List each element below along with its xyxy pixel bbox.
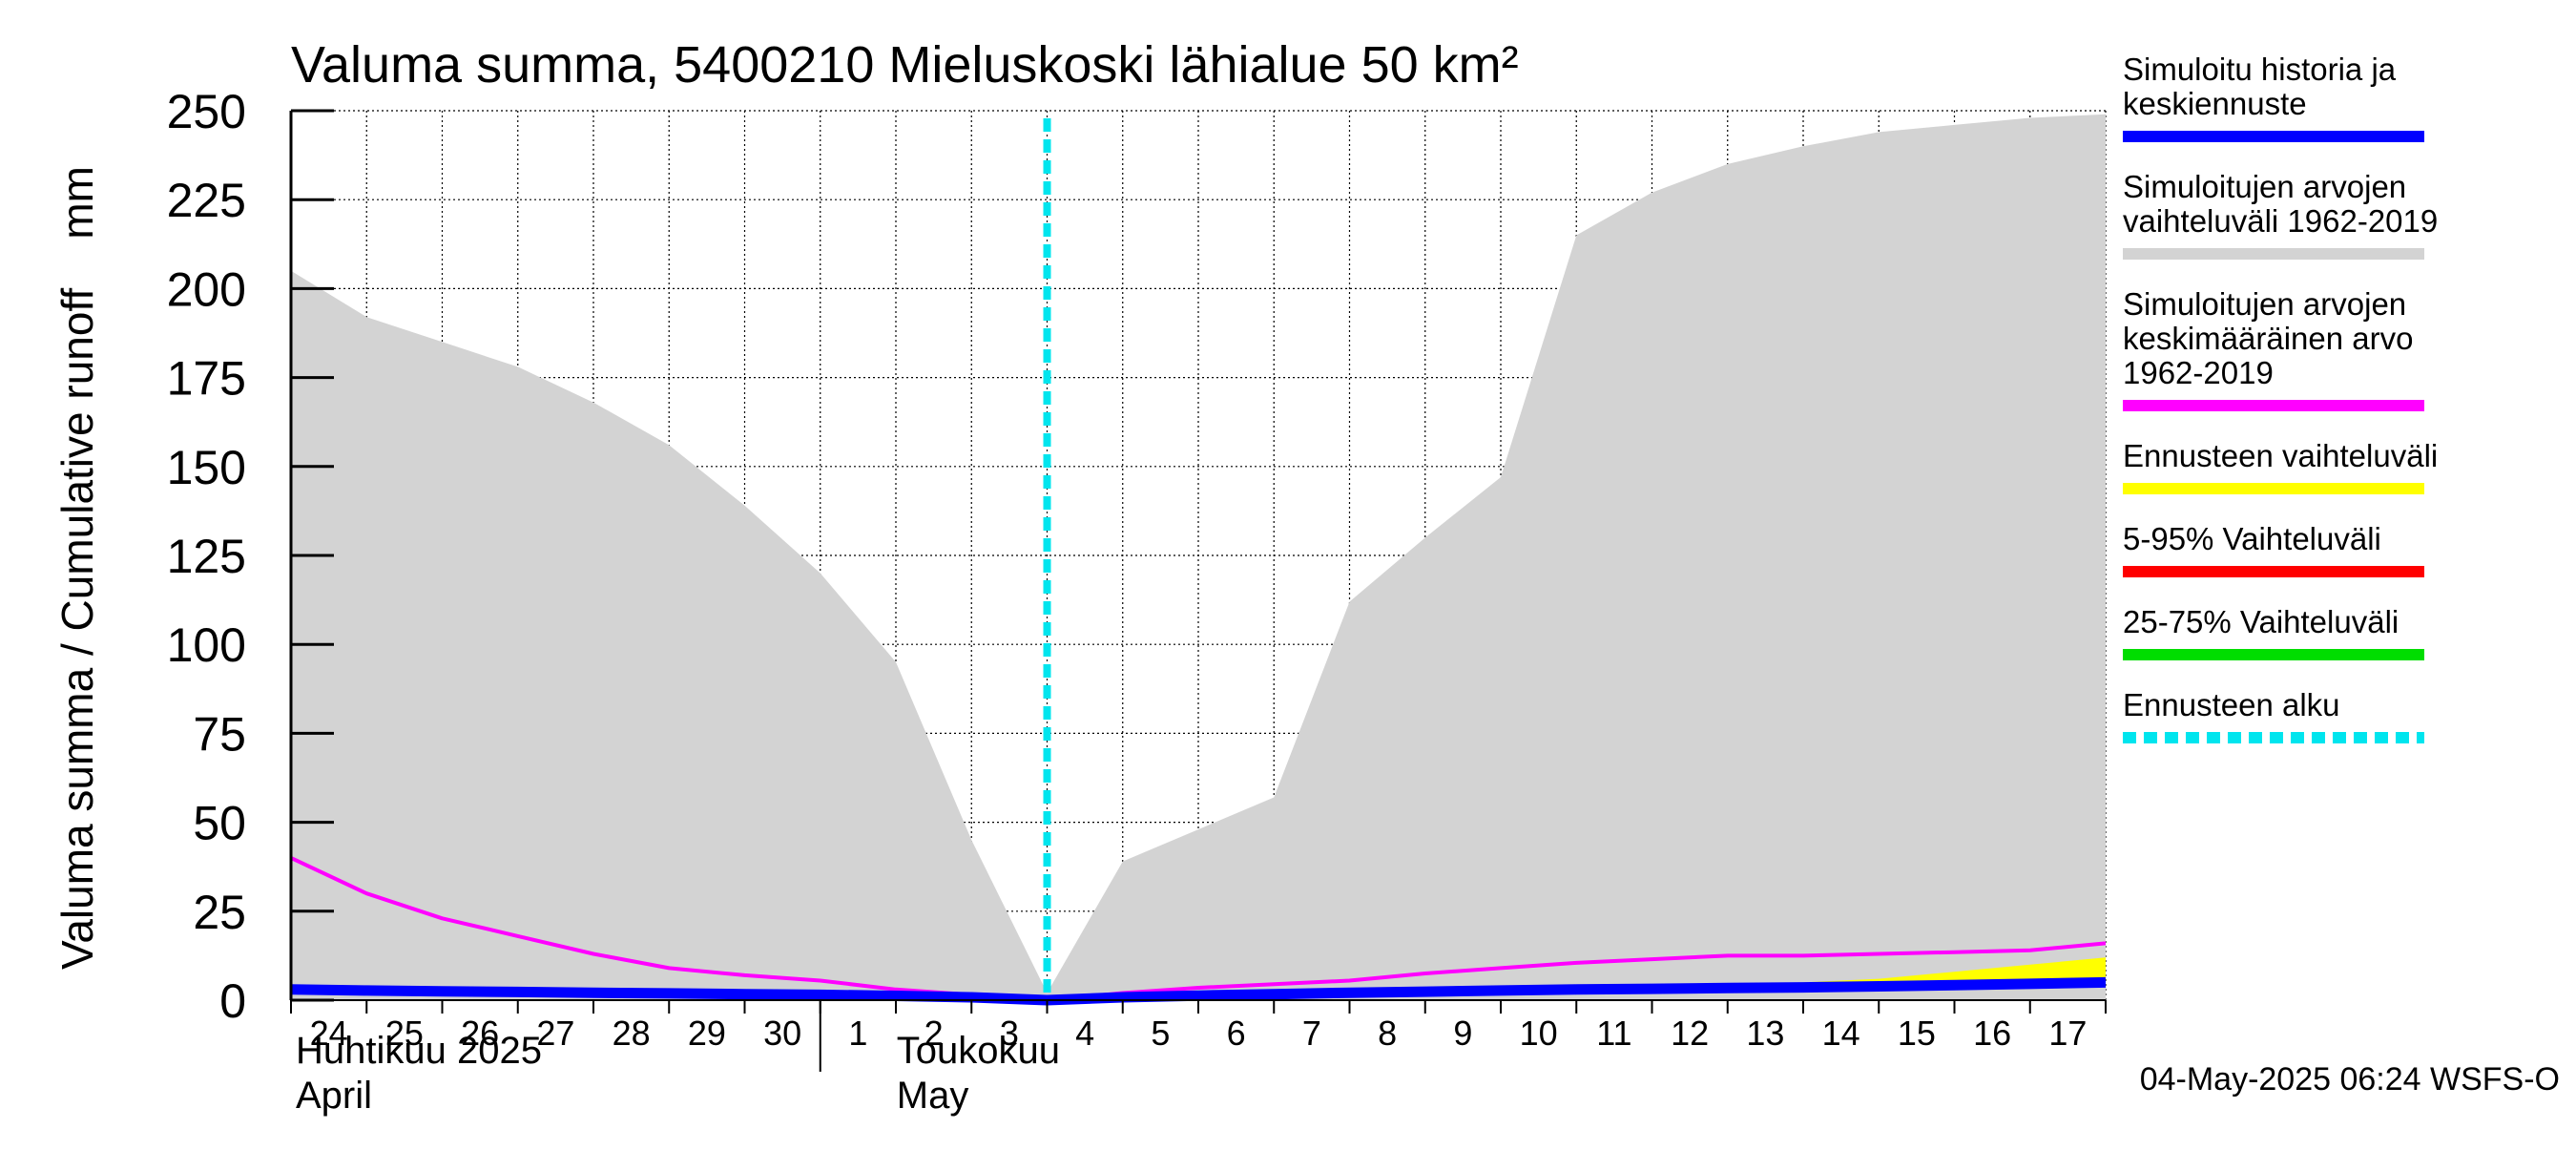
y-tick-label: 75 <box>193 707 246 761</box>
x-tick-label: 15 <box>1898 1014 1936 1053</box>
x-tick-label: 3 <box>1000 1014 1019 1053</box>
y-tick-label: 25 <box>193 886 246 939</box>
x-tick-label: 4 <box>1075 1014 1094 1053</box>
x-tick-label: 13 <box>1746 1014 1784 1053</box>
x-tick-label: 29 <box>688 1014 726 1053</box>
x-tick-label: 26 <box>461 1014 499 1053</box>
x-tick-label: 9 <box>1453 1014 1472 1053</box>
legend-label: Simuloitujen arvojen <box>2123 169 2406 204</box>
y-tick-label: 250 <box>167 85 246 138</box>
y-tick-label: 175 <box>167 352 246 406</box>
y-tick-label: 125 <box>167 530 246 583</box>
month-label-en: May <box>897 1075 969 1117</box>
x-tick-label: 12 <box>1671 1014 1709 1053</box>
legend-label: Simuloitujen arvojen <box>2123 286 2406 322</box>
legend-label: keskiennuste <box>2123 86 2307 121</box>
series-band <box>291 114 2106 1000</box>
x-tick-label: 1 <box>848 1014 867 1053</box>
legend-label: 1962-2019 <box>2123 355 2274 390</box>
x-tick-label: 24 <box>310 1014 348 1053</box>
x-tick-label: 5 <box>1151 1014 1170 1053</box>
y-tick-label: 225 <box>167 174 246 227</box>
x-tick-label: 17 <box>2048 1014 2087 1053</box>
x-tick-label: 2 <box>924 1014 944 1053</box>
legend-label: Ennusteen alku <box>2123 687 2340 722</box>
legend-label: Ennusteen vaihteluväli <box>2123 438 2438 473</box>
legend-label: keskimääräinen arvo <box>2123 321 2413 356</box>
y-tick-label: 0 <box>219 974 246 1028</box>
month-label-en: April <box>296 1075 372 1117</box>
y-tick-label: 200 <box>167 262 246 316</box>
month-label-fi: Huhtikuu 2025 <box>296 1030 542 1072</box>
series-line <box>290 976 2107 1006</box>
series-band <box>1047 957 2106 1000</box>
x-tick-label: 27 <box>536 1014 574 1053</box>
x-tick-label: 10 <box>1520 1014 1558 1053</box>
x-tick-label: 8 <box>1378 1014 1397 1053</box>
x-tick-label: 16 <box>1973 1014 2011 1053</box>
x-tick-label: 7 <box>1302 1014 1321 1053</box>
x-tick-label: 30 <box>763 1014 801 1053</box>
month-label-fi: Toukokuu <box>897 1030 1060 1072</box>
x-tick-label: 11 <box>1596 1014 1631 1053</box>
x-tick-label: 28 <box>613 1014 651 1053</box>
y-tick-label: 50 <box>193 797 246 850</box>
series-line <box>290 856 2107 1002</box>
legend-label: vaihteluväli 1962-2019 <box>2123 203 2438 239</box>
timestamp-label: 04-May-2025 06:24 WSFS-O <box>2140 1061 2560 1098</box>
legend-label: Simuloitu historia ja <box>2123 52 2397 87</box>
plot-area <box>290 110 2107 1006</box>
legend-label: 5-95% Vaihteluväli <box>2123 521 2381 556</box>
chart-title: Valuma summa, 5400210 Mieluskoski lähial… <box>291 36 1519 94</box>
legend-label: 25-75% Vaihteluväli <box>2123 604 2399 639</box>
y-axis-label: Valuma summa / Cumulative runoff mm <box>52 166 102 970</box>
y-tick-label: 100 <box>167 618 246 672</box>
x-tick-label: 6 <box>1227 1014 1246 1053</box>
x-tick-label: 14 <box>1822 1014 1860 1053</box>
y-tick-label: 150 <box>167 441 246 494</box>
x-tick-label: 25 <box>385 1014 424 1053</box>
